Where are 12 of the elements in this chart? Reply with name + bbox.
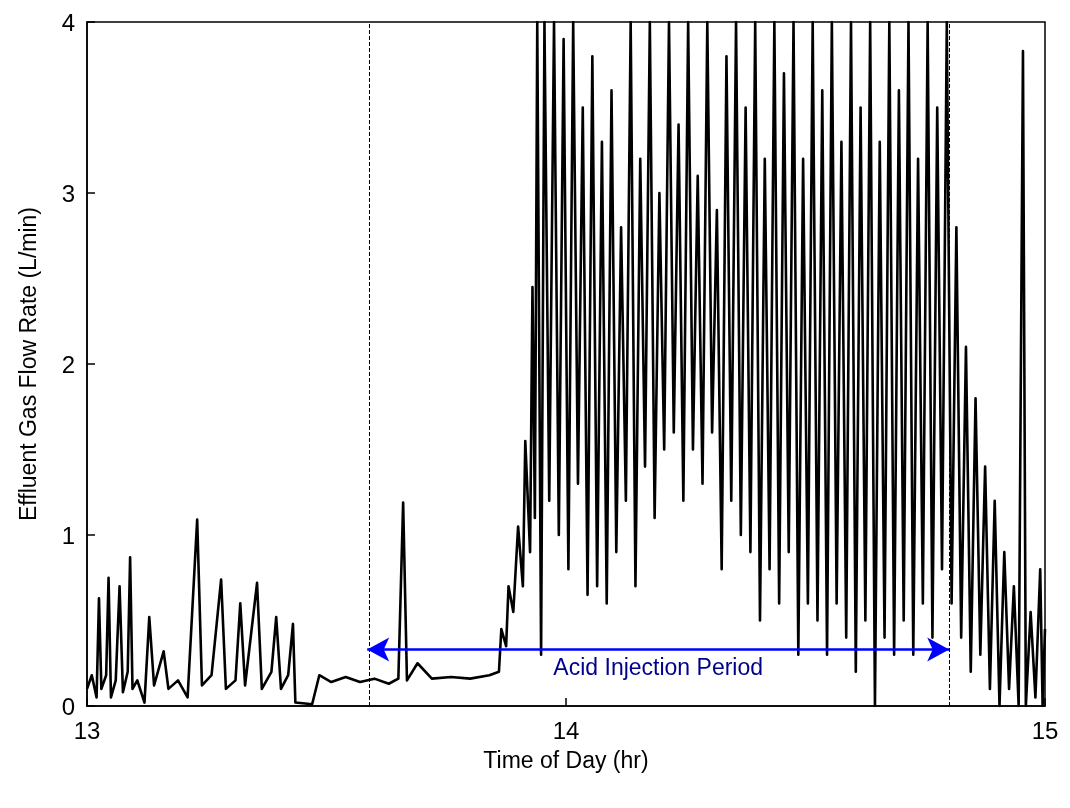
line-series: [85, 20, 1047, 708]
y-tick-label: 0: [61, 692, 75, 720]
y-tick-label: 4: [61, 8, 75, 36]
x-tick-label: 13: [73, 716, 101, 744]
y-tick-label: 3: [61, 179, 75, 207]
x-axis-title: Time of Day (hr): [483, 746, 649, 773]
x-tick-label: 14: [552, 716, 580, 744]
y-tick-label: 2: [61, 350, 75, 378]
annotation: Acid Injection Period: [553, 654, 764, 681]
y-tick-label: 1: [61, 521, 75, 549]
x-tick-label: 15: [1031, 716, 1059, 744]
y-axis-title: Effluent Gas Flow Rate (L/min): [14, 206, 41, 522]
